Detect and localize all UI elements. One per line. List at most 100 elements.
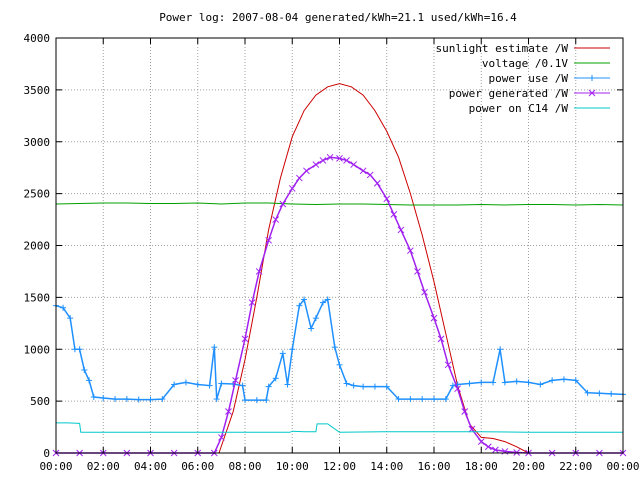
series-line-power-on-c14-w: [56, 422, 623, 433]
data-point: [218, 434, 225, 441]
legend-entry-power-use-w: power use /W: [489, 72, 610, 85]
data-point: [497, 346, 504, 353]
y-tick-label: 3000: [24, 136, 51, 149]
data-point: [490, 379, 497, 386]
data-point: [343, 157, 350, 164]
x-tick-label: 02:00: [87, 460, 120, 473]
data-point: [171, 381, 178, 388]
data-point: [241, 335, 249, 343]
data-point: [100, 395, 107, 402]
data-point: [492, 446, 499, 454]
data-point: [608, 390, 615, 397]
data-point: [255, 268, 263, 275]
series-line-voltage-0-1v: [55, 202, 624, 206]
data-point: [431, 396, 437, 403]
series-power-use-w: [53, 296, 626, 404]
data-point: [572, 377, 579, 384]
data-point: [584, 389, 591, 396]
data-point: [360, 383, 367, 390]
legend-entry-power-on-c14-w: power on C14 /W: [469, 102, 610, 115]
data-point: [407, 247, 414, 255]
data-point: [383, 195, 391, 203]
data-point: [513, 449, 521, 456]
data-point: [289, 346, 296, 353]
data-point: [484, 443, 492, 451]
data-point: [336, 361, 343, 368]
data-point: [466, 380, 473, 387]
x-tick-label: 08:00: [228, 460, 261, 473]
data-point: [76, 346, 83, 353]
data-point: [359, 167, 367, 175]
data-point: [232, 377, 239, 384]
data-point: [263, 397, 270, 404]
x-tick-label: 20:00: [512, 460, 545, 473]
y-tick-label: 4000: [24, 32, 51, 45]
data-point: [397, 226, 405, 234]
x-tick-label: 16:00: [417, 460, 450, 473]
data-point: [135, 396, 142, 403]
data-point: [366, 171, 374, 179]
x-tick-label: 22:00: [559, 460, 592, 473]
data-point: [211, 344, 218, 351]
data-point: [81, 367, 88, 373]
data-point: [326, 153, 334, 161]
data-point: [390, 211, 398, 218]
data-point: [239, 382, 246, 389]
axis-ticks: 0 500 1000 1500 2000 2500 3000 3500 4000 00:00 02:…: [24, 32, 640, 473]
data-point: [414, 268, 421, 275]
data-point: [395, 396, 402, 403]
data-point: [525, 379, 532, 386]
data-point: [331, 344, 338, 351]
data-point: [60, 304, 67, 311]
series-voltage-0-1v: [55, 202, 624, 206]
data-point: [461, 408, 469, 415]
data-point: [312, 161, 320, 168]
data-point: [213, 396, 220, 403]
data-point: [442, 396, 449, 403]
data-point: [444, 361, 452, 369]
x-tick-label: 06:00: [181, 460, 214, 473]
data-point: [218, 380, 225, 387]
series-sunlight-estimate-w: [218, 83, 529, 454]
data-point: [477, 438, 485, 445]
data-point: [253, 397, 260, 404]
data-point: [407, 396, 414, 403]
data-point: [383, 383, 390, 390]
data-point: [206, 382, 213, 389]
data-point: [295, 174, 303, 182]
data-point: [371, 383, 378, 390]
legend-label: voltage /0.1V: [482, 57, 568, 70]
chart-title: Power log: 2007-08-04 generated/kWh=21.1…: [159, 11, 517, 24]
legend-marker: [588, 89, 596, 97]
y-tick-label: 3500: [24, 84, 51, 97]
data-point: [90, 393, 97, 400]
grid: [56, 38, 623, 453]
legend-label: power on C14 /W: [469, 102, 569, 115]
legend-label: sunlight estimate /W: [436, 42, 569, 55]
data-point: [86, 377, 93, 384]
data-point: [225, 408, 232, 415]
data-point: [437, 335, 445, 343]
data-point: [279, 200, 287, 208]
data-point: [537, 381, 544, 388]
data-point: [265, 236, 272, 244]
series-power-on-c14-w: [56, 422, 623, 433]
data-point: [478, 379, 485, 386]
data-point: [319, 299, 326, 306]
data-point: [419, 396, 426, 403]
x-tick-label: 04:00: [134, 460, 167, 473]
x-tick-label: 10:00: [276, 460, 309, 473]
series-line-sunlight-estimate-w: [218, 83, 529, 454]
data-point: [112, 396, 119, 403]
data-point: [319, 157, 327, 164]
data-point: [242, 397, 248, 404]
data-point: [67, 315, 74, 322]
y-tick-label: 1000: [24, 343, 51, 356]
legend-marker: [589, 75, 595, 81]
data-point: [513, 378, 520, 385]
x-tick-label: 00:00: [39, 460, 72, 473]
data-point: [350, 382, 357, 389]
data-point: [272, 216, 280, 223]
data-point: [296, 302, 303, 309]
